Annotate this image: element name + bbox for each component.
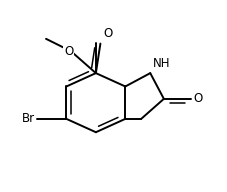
Text: O: O (103, 27, 113, 40)
Text: NH: NH (152, 57, 169, 70)
Text: O: O (64, 45, 73, 58)
Text: Br: Br (22, 112, 35, 125)
Text: O: O (192, 92, 202, 105)
